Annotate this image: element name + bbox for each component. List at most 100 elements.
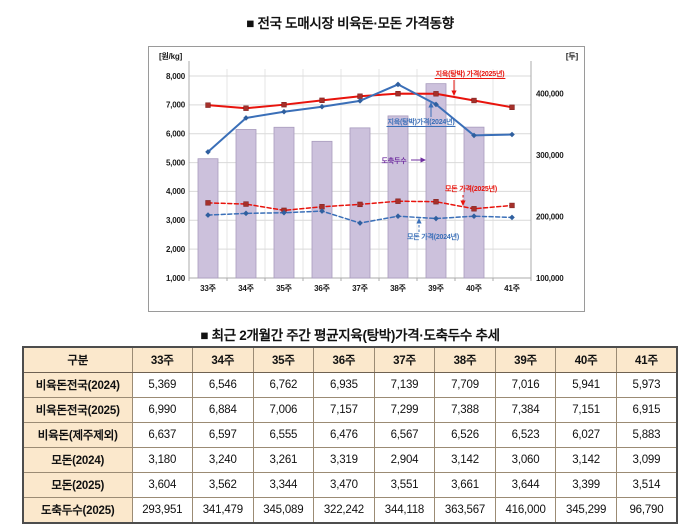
annotation-label: 도축두수 <box>382 156 408 165</box>
annotation-label: 모돈 가격(2025년) <box>445 184 497 193</box>
marker-diamond <box>433 101 439 108</box>
x-axis-category-label: 33주 <box>200 284 216 293</box>
annotation: 지육(탕박) 가격(2025년) <box>434 69 506 96</box>
x-axis-category-label: 37주 <box>352 284 368 293</box>
marker-square <box>319 97 325 103</box>
x-axis-category-label: 41주 <box>504 284 520 293</box>
price-trend-chart-svg: 1,000 2,000 3,000 4,000 5,000 6,000 7,000 8,000… <box>159 51 579 293</box>
annotation: 도축두수 <box>382 156 426 165</box>
table-cell: 7,384 <box>494 397 557 423</box>
table-cell: 7,151 <box>555 397 617 423</box>
table-cell: 7,388 <box>434 397 496 423</box>
table-cell: 6,597 <box>192 422 254 448</box>
table-cell: 3,142 <box>555 447 617 473</box>
left-axis-tick-label: 3,000 <box>166 216 186 225</box>
marker-square <box>243 105 249 111</box>
table-row: 비육돈(제주제외) 6,637 6,597 6,555 6,476 6,567 6,526 6… <box>22 422 678 448</box>
marker-diamond <box>243 115 249 121</box>
table-cell: 345,089 <box>252 497 315 524</box>
table-cell: 7,006 <box>252 397 315 423</box>
marker-square <box>395 198 401 204</box>
marker-square <box>357 93 363 99</box>
table-cell: 7,157 <box>313 397 375 423</box>
table-cell: 341,479 <box>192 497 254 524</box>
table-cell: 7,709 <box>434 372 496 398</box>
slaughter-bars <box>197 83 485 279</box>
marker-diamond <box>357 98 363 104</box>
marker-square <box>243 201 249 207</box>
table-cell: 6,567 <box>373 422 436 448</box>
x-axis-category-label: 36주 <box>314 284 330 293</box>
marker-square <box>509 202 515 209</box>
x-axis-category-label: 34주 <box>238 284 254 293</box>
marker-square <box>433 199 439 205</box>
table-cell: 5,883 <box>615 422 678 448</box>
table-cell: 3,060 <box>494 447 557 473</box>
col-header-week: 33주 <box>131 346 194 373</box>
x-axis-category-label: 35주 <box>276 284 292 293</box>
right-axis-tick-label: 400,000 <box>536 89 564 98</box>
row-label: 비육돈전국(2024) <box>22 372 133 398</box>
marker-diamond <box>319 208 325 214</box>
table-cell: 3,099 <box>615 447 678 473</box>
left-axis-unit-label: [원/kg] <box>159 51 183 61</box>
marker-diamond <box>471 213 477 219</box>
table-row: 비육돈전국(2024) 5,369 6,546 6,762 6,935 7,139 7,70… <box>22 372 678 398</box>
marker-diamond <box>509 131 515 138</box>
table-cell: 6,523 <box>494 422 557 448</box>
row-label: 모돈(2025) <box>22 472 133 498</box>
table-cell: 6,546 <box>192 372 254 398</box>
annotation-arrowhead <box>460 200 466 206</box>
table-row: 모돈(2025) 3,604 3,562 3,344 3,470 3,551 3,661 3,… <box>22 472 678 498</box>
table-cell: 6,884 <box>192 397 254 423</box>
table-cell: 293,951 <box>131 497 194 524</box>
marker-diamond <box>357 220 363 226</box>
annotation-label: 지육(탕박)가격(2024년) <box>388 117 455 126</box>
col-header-week: 41주 <box>615 346 678 373</box>
annotation-arrowhead <box>416 218 422 224</box>
line-series-1 <box>205 81 515 155</box>
marker-square <box>433 91 439 97</box>
table-cell: 3,661 <box>434 472 496 498</box>
marker-diamond <box>281 108 287 115</box>
table-cell: 6,762 <box>252 372 315 398</box>
table-cell: 3,399 <box>555 472 617 498</box>
table-cell: 3,470 <box>313 472 375 498</box>
marker-square <box>205 102 211 108</box>
table-row: 모돈(2024) 3,180 3,240 3,261 3,319 2,904 3,142 3,… <box>22 447 678 473</box>
table-cell: 7,139 <box>373 372 436 398</box>
bar-38주 <box>387 115 409 279</box>
col-header-week: 38주 <box>434 346 496 373</box>
left-axis-tick-label: 7,000 <box>166 101 186 110</box>
price-trend-chart: 1,000 2,000 3,000 4,000 5,000 6,000 7,000 8,000… <box>148 46 585 312</box>
right-axis-unit-label: [두] <box>566 52 579 61</box>
col-header-week: 34주 <box>192 346 254 373</box>
table-cell: 6,476 <box>313 422 375 448</box>
marker-diamond <box>319 103 325 110</box>
table-title: ■ 최근 2개월간 주간 평균지육(탕박)가격·도축두수 추세 <box>200 328 500 343</box>
marker-square <box>205 200 211 206</box>
table-body: 비육돈전국(2024) 5,369 6,546 6,762 6,935 7,139 7,70… <box>22 372 678 524</box>
annotation: 모돈 가격(2025년) <box>445 184 497 206</box>
left-axis-tick-label: 8,000 <box>166 72 186 81</box>
table-cell: 6,915 <box>615 397 678 423</box>
table-cell: 363,567 <box>434 497 496 524</box>
right-axis-tick-label: 100,000 <box>536 274 564 283</box>
right-axis-tick-label: 300,000 <box>536 151 564 160</box>
table-cell: 5,941 <box>555 372 617 398</box>
marker-diamond <box>433 215 439 222</box>
annotation: 모돈 가격(2024년) <box>407 218 459 241</box>
x-axis-category-label: 38주 <box>390 284 406 293</box>
bar-39주 <box>425 83 447 279</box>
table-cell: 6,935 <box>313 372 375 398</box>
chart-title: ■ 전국 도매시장 비육돈·모돈 가격동향 <box>246 16 454 31</box>
x-axis-category-label: 39주 <box>428 284 444 293</box>
col-header-gubun: 구분 <box>22 346 133 373</box>
table-cell: 6,990 <box>131 397 194 423</box>
marker-diamond <box>395 81 401 88</box>
table-cell: 5,369 <box>131 372 194 398</box>
table-cell: 2,904 <box>373 447 436 473</box>
right-axis-tick-label: 200,000 <box>536 212 564 221</box>
marker-diamond <box>395 213 401 219</box>
